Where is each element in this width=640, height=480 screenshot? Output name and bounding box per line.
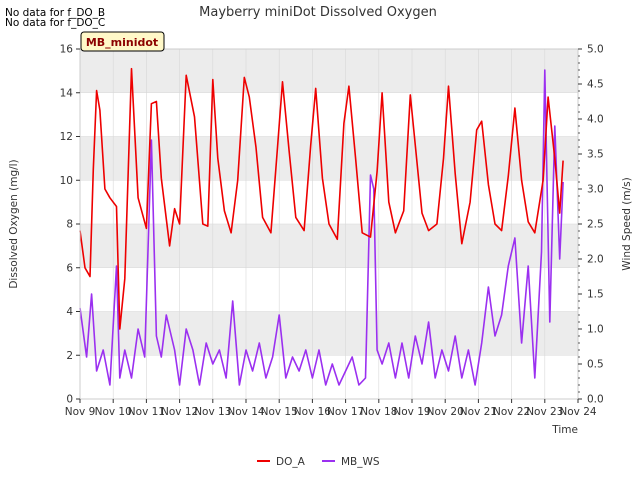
x-tick-label: Nov 16 xyxy=(294,406,332,418)
legend: DO_A MB_WS xyxy=(257,456,380,468)
chart-title: Mayberry miniDot Dissolved Oxygen xyxy=(199,5,437,20)
y-axis-label: Dissolved Oxygen (mg/l) xyxy=(8,159,20,288)
y-tick-label: 8 xyxy=(66,219,73,231)
x-tick-label: Nov 12 xyxy=(161,406,198,418)
y-tick-label: 16 xyxy=(60,44,74,56)
y-tick-label: 14 xyxy=(60,87,74,99)
x-tick-label: Nov 9 xyxy=(65,406,96,418)
x-tick-label: Nov 24 xyxy=(559,406,597,418)
y2-axis-label: Wind Speed (m/s) xyxy=(621,177,633,270)
x-tick-label: Nov 20 xyxy=(427,406,464,418)
y2-tick-label: 0.5 xyxy=(587,359,604,371)
x-tick-label: Nov 22 xyxy=(493,406,530,418)
y2-tick-label: 3.5 xyxy=(587,149,604,161)
y2-tick-label: 2.0 xyxy=(587,254,604,266)
grid-band xyxy=(80,136,578,181)
x-tick-label: Nov 15 xyxy=(261,406,298,418)
y2-tick-label: 2.5 xyxy=(587,219,604,231)
series-line-mb-ws xyxy=(79,69,564,386)
x-tick-label: Nov 18 xyxy=(360,406,397,418)
y-tick-label: 10 xyxy=(60,175,73,187)
y2-tick-label: 0.0 xyxy=(587,394,604,406)
grid-band xyxy=(80,49,578,93)
y-tick-label: 6 xyxy=(66,262,73,274)
y-tick-label: 2 xyxy=(66,350,73,362)
legend-label-ws: MB_WS xyxy=(341,456,380,468)
y2-tick-label: 5.0 xyxy=(587,44,604,56)
y2-tick-label: 1.5 xyxy=(587,289,604,301)
x-tick-label: Nov 21 xyxy=(460,406,497,418)
no-data-note-c: No data for f_DO_C xyxy=(5,17,106,29)
x-tick-label: Nov 17 xyxy=(327,406,364,418)
legend-label-do: DO_A xyxy=(276,456,306,468)
y2-tick-label: 3.0 xyxy=(587,184,604,196)
y-tick-label: 12 xyxy=(60,131,73,143)
series-line-do-a xyxy=(79,67,564,330)
grid-band xyxy=(80,224,578,268)
y2-tick-label: 4.5 xyxy=(587,79,604,91)
x-tick-label: Nov 19 xyxy=(393,406,430,418)
no-data-note-b: No data for f_DO_B xyxy=(5,7,106,19)
x-tick-label: Nov 13 xyxy=(194,406,231,418)
grid-band xyxy=(80,311,578,356)
y-tick-label: 0 xyxy=(66,394,73,406)
y2-tick-label: 1.0 xyxy=(587,324,604,336)
y2-tick-label: 4.0 xyxy=(587,114,604,126)
x-tick-label: Nov 10 xyxy=(95,406,132,418)
station-label-text: MB_minidot xyxy=(86,36,158,49)
x-axis-label: Time xyxy=(551,424,578,436)
station-label: MB_minidot xyxy=(80,31,165,52)
x-tick-label: Nov 11 xyxy=(128,406,165,418)
y-tick-label: 4 xyxy=(66,306,73,318)
x-tick-label: Nov 23 xyxy=(526,406,563,418)
x-tick-label: Nov 14 xyxy=(227,406,265,418)
